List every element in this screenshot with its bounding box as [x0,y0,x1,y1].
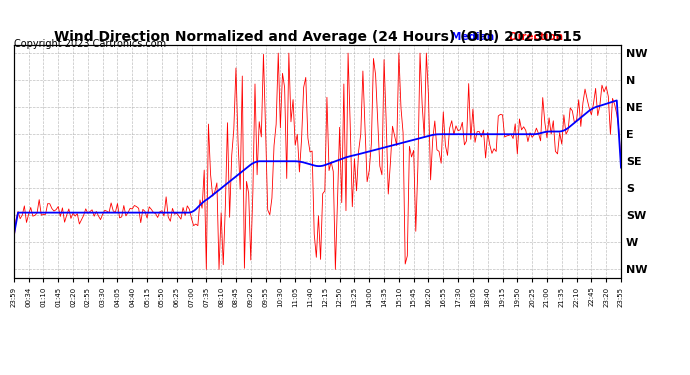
Text: Direction: Direction [509,32,562,42]
Text: Median: Median [451,32,494,42]
Title: Wind Direction Normalized and Average (24 Hours) (Old) 20230515: Wind Direction Normalized and Average (2… [54,30,581,44]
Text: Copyright 2023 Cartronics.com: Copyright 2023 Cartronics.com [14,39,166,50]
